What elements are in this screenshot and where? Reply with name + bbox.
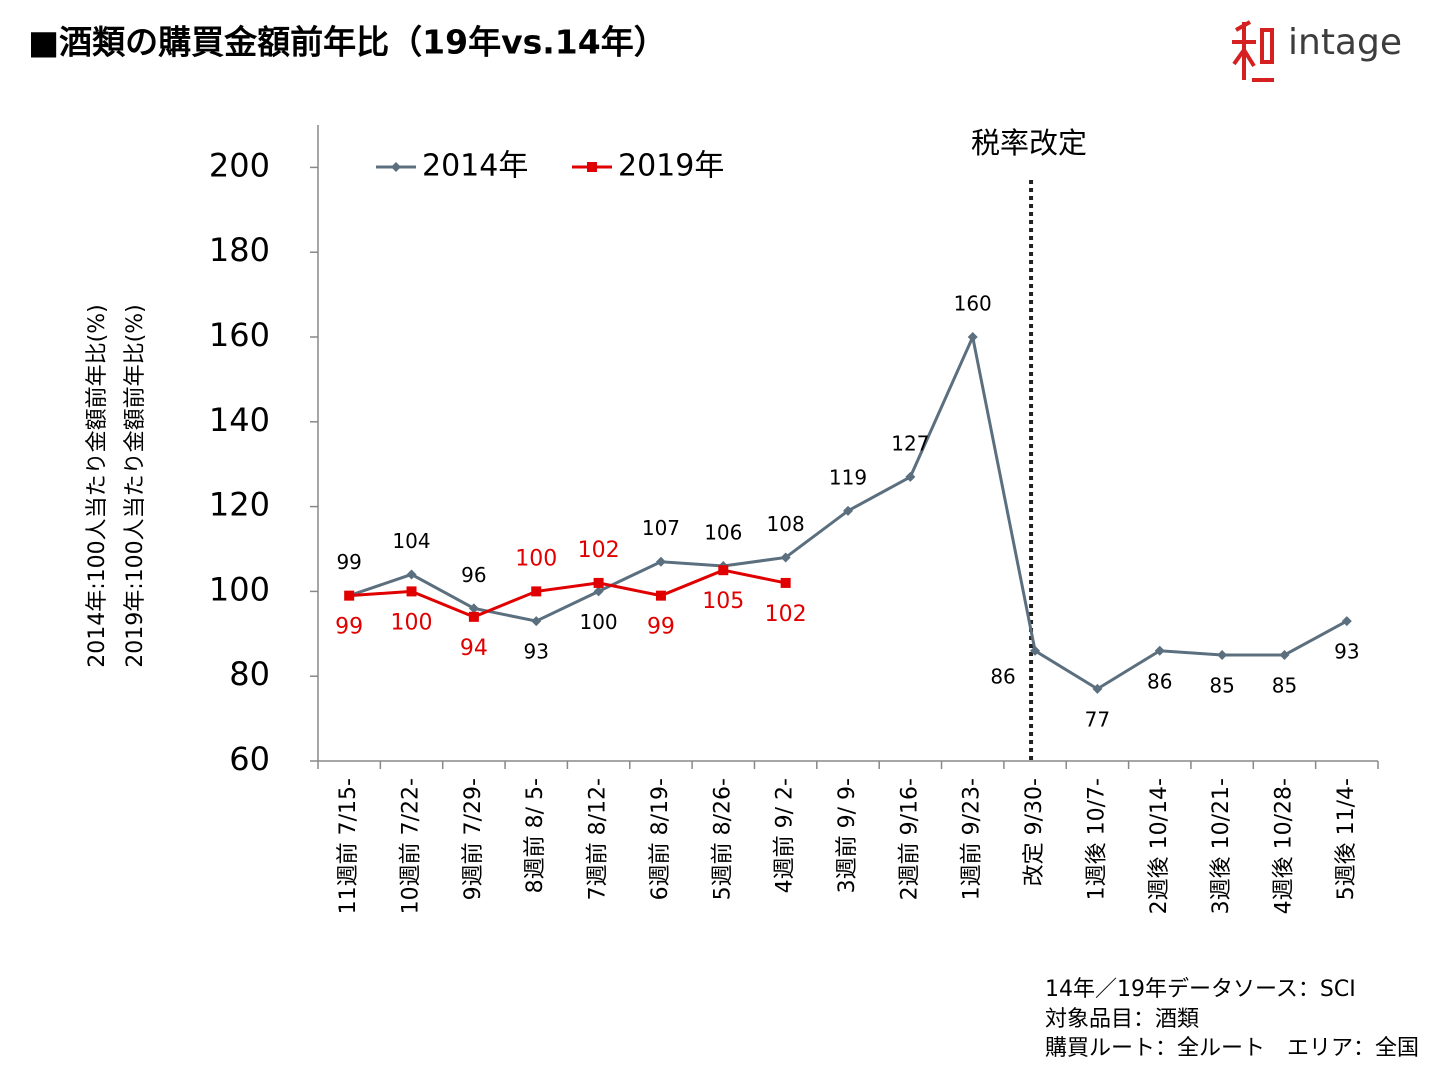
annotation: 税率改定 bbox=[971, 126, 1087, 160]
x-tick-label: 4週後 10/28- bbox=[1271, 778, 1296, 914]
data-point bbox=[1030, 645, 1041, 656]
data-point bbox=[593, 577, 604, 588]
data-point bbox=[468, 611, 479, 622]
data-label: 100 bbox=[391, 610, 433, 635]
data-point bbox=[1092, 683, 1103, 694]
y-tick-label: 160 bbox=[209, 316, 270, 354]
x-tick-label: 9週前 7/29- bbox=[461, 778, 486, 900]
data-label: 102 bbox=[765, 602, 807, 627]
x-tick-label: 5週前 8/26- bbox=[710, 778, 735, 900]
data-label: 100 bbox=[515, 546, 557, 571]
legend-label: 2019年 bbox=[618, 149, 724, 184]
data-label: 99 bbox=[336, 550, 361, 574]
x-tick-label: 8週前 8/ 5- bbox=[523, 778, 548, 893]
data-label: 127 bbox=[891, 431, 929, 455]
y-axis-label: 2014年:100人当たり金額前年比(%) bbox=[85, 304, 110, 667]
data-label: 119 bbox=[829, 465, 867, 489]
series-line bbox=[349, 568, 786, 619]
x-tick-label: 2週前 9/16- bbox=[897, 778, 922, 900]
data-point bbox=[905, 471, 916, 482]
page-title: ■酒類の購買金額前年比（19年vs.14年） bbox=[28, 23, 667, 62]
data-point bbox=[780, 577, 791, 588]
x-tick-label: 11週前 7/15- bbox=[336, 778, 361, 914]
data-point bbox=[531, 586, 542, 597]
data-label: 86 bbox=[990, 664, 1015, 688]
y-tick-label: 60 bbox=[229, 740, 270, 778]
data-point bbox=[1154, 645, 1165, 656]
data-label: 85 bbox=[1272, 674, 1297, 698]
x-tick-label: 6週前 8/19- bbox=[648, 778, 673, 900]
y-tick-label: 80 bbox=[229, 655, 270, 693]
x-tick-label: 2週後 10/14- bbox=[1147, 778, 1172, 914]
data-point bbox=[468, 603, 479, 614]
data-point bbox=[344, 590, 355, 601]
logo-text: intage bbox=[1288, 22, 1402, 63]
y-tick-label: 180 bbox=[209, 231, 270, 269]
x-tick-label: 5週後 11/4- bbox=[1334, 778, 1359, 900]
data-label: 93 bbox=[524, 640, 549, 664]
x-tick-label: 7週前 8/12- bbox=[586, 778, 611, 900]
legend-label: 2014年 bbox=[422, 149, 528, 184]
data-point bbox=[406, 569, 417, 580]
data-label: 100 bbox=[579, 610, 617, 634]
data-point bbox=[531, 616, 542, 627]
data-label: 93 bbox=[1334, 640, 1359, 664]
data-point bbox=[967, 332, 978, 342]
legend-marker bbox=[391, 162, 401, 172]
data-label: 99 bbox=[647, 615, 675, 640]
data-label: 104 bbox=[392, 529, 430, 553]
data-point bbox=[843, 505, 853, 516]
data-label: 108 bbox=[767, 512, 805, 536]
y-tick-label: 120 bbox=[209, 486, 270, 524]
x-tick-label: 3週後 10/21- bbox=[1209, 778, 1234, 914]
data-label: 105 bbox=[702, 589, 744, 614]
data-point bbox=[1279, 650, 1290, 660]
note: 対象品目：酒類 bbox=[1045, 1007, 1199, 1032]
data-point bbox=[655, 590, 666, 601]
y-axis-label: 2019年:100人当たり金額前年比(%) bbox=[123, 304, 148, 667]
legend-marker bbox=[587, 162, 597, 172]
data-label: 106 bbox=[704, 520, 742, 544]
data-point bbox=[406, 586, 417, 597]
note: 14年／19年データソース：SCI bbox=[1045, 977, 1356, 1002]
data-label: 96 bbox=[461, 563, 486, 587]
x-tick-label: 改定 9/30- bbox=[1022, 778, 1047, 886]
x-tick-label: 10週前 7/22- bbox=[399, 778, 424, 914]
data-label: 160 bbox=[954, 292, 992, 316]
data-point bbox=[780, 552, 791, 563]
data-label: 99 bbox=[335, 615, 363, 640]
x-tick-label: 3週前 9/ 9- bbox=[835, 778, 860, 893]
x-tick-label: 1週後 10/7- bbox=[1084, 778, 1109, 900]
data-point bbox=[655, 556, 666, 567]
x-tick-label: 1週前 9/23- bbox=[960, 778, 985, 900]
data-label: 77 bbox=[1085, 707, 1110, 731]
y-tick-label: 200 bbox=[209, 146, 270, 184]
data-point bbox=[1341, 616, 1352, 627]
data-point bbox=[1217, 650, 1228, 660]
x-tick-label: 4週前 9/ 2- bbox=[773, 778, 798, 893]
data-point bbox=[593, 586, 604, 597]
y-tick-label: 140 bbox=[209, 401, 270, 439]
y-tick-label: 100 bbox=[209, 570, 270, 608]
note: 購買ルート：全ルート エリア：全国 bbox=[1045, 1036, 1419, 1061]
data-label: 102 bbox=[578, 538, 620, 563]
data-label: 107 bbox=[642, 516, 680, 540]
data-point bbox=[718, 565, 729, 576]
data-label: 85 bbox=[1209, 674, 1234, 698]
data-label: 86 bbox=[1147, 669, 1172, 693]
data-label: 94 bbox=[460, 636, 488, 661]
logo-icon bbox=[1232, 20, 1274, 82]
